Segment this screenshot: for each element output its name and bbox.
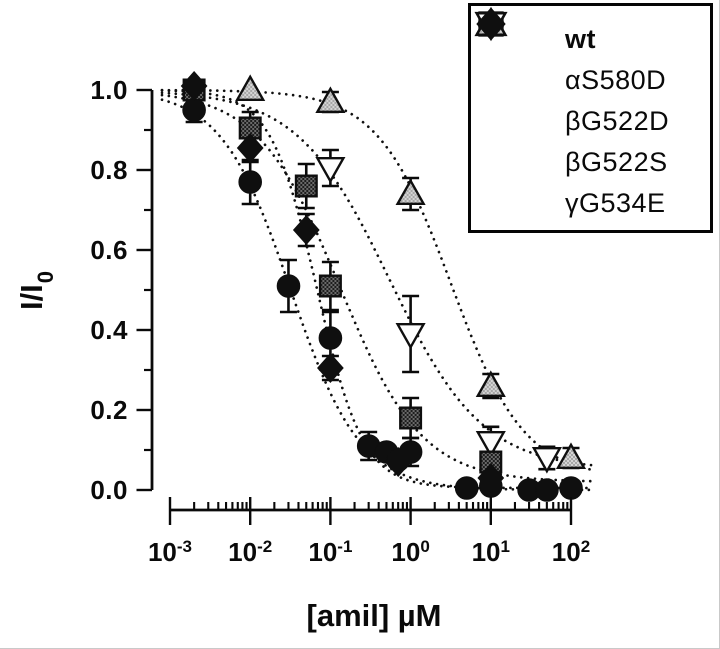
legend-item-betaG522S: βG522S (471, 11, 710, 183)
y-tick-label: 0.4 (90, 315, 128, 345)
gammaG534E-marker (180, 70, 208, 102)
gammaG534E-marker (384, 446, 412, 478)
betaG522D-marker (475, 370, 506, 397)
x-tick-label: 102 (551, 537, 591, 567)
y-tick-label: 0.2 (90, 395, 128, 425)
alphaS580D-fit-curve (160, 93, 594, 483)
betaG522D-marker (395, 178, 426, 205)
betaG522S-marker (531, 447, 562, 474)
legend-label: αS580D (565, 65, 667, 95)
y-tick-label: 0.6 (90, 235, 128, 265)
y-axis-title: I/I0 (13, 239, 58, 343)
alphaS580D-series (182, 78, 503, 474)
x-tick-label: 10-2 (228, 537, 273, 567)
gammaG534E-marker (236, 132, 264, 164)
x-tick-label: 10-3 (147, 537, 193, 567)
gammaG534E-series (180, 70, 505, 494)
gammaG534E-marker-icon (476, 7, 506, 41)
wt-error-bars (185, 96, 420, 468)
wt-marker (559, 476, 583, 500)
legend-label: γG534E (565, 188, 666, 218)
betaG522S-marker (315, 157, 346, 184)
wt-marker (454, 476, 479, 500)
wt-marker (535, 478, 559, 502)
axes-layer (136, 88, 573, 525)
wt-marker (318, 326, 343, 350)
gammaG534E-marker (317, 352, 344, 384)
legend-item-alphaS580D: αS580D (471, 11, 710, 101)
betaG522D-series (235, 74, 587, 469)
y-tick-label: 0.8 (90, 155, 128, 185)
y-tick-label: 1.0 (90, 75, 128, 105)
legend-item-gammaG534E: γG534E (471, 7, 710, 224)
x-tick-label: 10-1 (308, 537, 353, 567)
x-axis-title: [amil] µM (306, 598, 442, 633)
legend-rows: wt αS580D βG522D βG522S γG534E (471, 6, 710, 224)
wt-marker (238, 170, 262, 194)
legend-label: wt (565, 24, 596, 54)
wt-marker (182, 98, 206, 122)
legend-label: βG522D (565, 106, 670, 136)
legend-label: βG522S (565, 147, 668, 177)
data-markers-layer (180, 70, 587, 502)
gammaG534E-marker (292, 214, 320, 246)
y-tick-label: 0.0 (90, 475, 128, 505)
alphaS580D-marker (294, 174, 318, 198)
legend: wt αS580D βG522D βG522S γG534E (468, 3, 713, 233)
betaG522S-series (315, 157, 562, 474)
gammaG534E-marker (477, 462, 505, 494)
x-tick-label: 101 (471, 537, 510, 567)
betaG522D-marker (555, 442, 587, 469)
alphaS580D-marker (318, 274, 342, 298)
wt-marker (276, 274, 301, 298)
y-axis-title-subscript: 0 (33, 270, 59, 284)
alphaS580D-marker (399, 406, 423, 430)
betaG522D-fit-curve (160, 88, 594, 472)
betaG522S-marker (475, 431, 506, 458)
betaG522D-marker (315, 86, 346, 113)
legend-item-betaG522D: βG522D (471, 6, 710, 142)
y-axis-title-text: I/I (14, 284, 49, 311)
x-tick-label: 100 (391, 537, 430, 567)
betaG522S-marker (395, 323, 426, 350)
betaG522D-marker (235, 74, 266, 101)
